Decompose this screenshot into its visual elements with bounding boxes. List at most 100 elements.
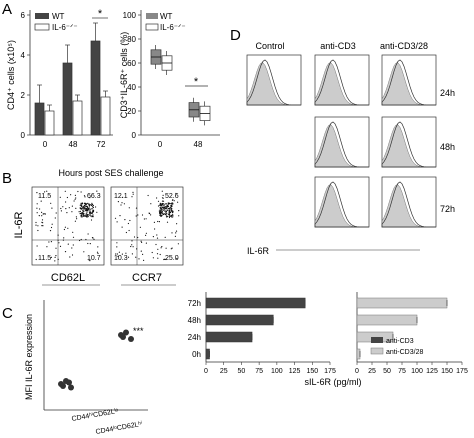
event-dot: [39, 208, 41, 210]
event-dot: [58, 242, 60, 244]
event-dot: [54, 256, 56, 258]
event-dot: [75, 216, 77, 218]
event-dot: [89, 260, 91, 262]
event-dot: [141, 214, 144, 216]
event-dot: [153, 221, 155, 223]
event-dot: [140, 240, 142, 242]
event-dot: [137, 214, 139, 216]
event-dot: [161, 200, 164, 202]
panel-e-xlabel: sIL-6R (pg/ml): [304, 377, 361, 387]
event-dot: [89, 213, 92, 215]
event-dot: [173, 200, 175, 202]
event-dot: [167, 204, 169, 206]
event-dot: [131, 196, 133, 198]
event-dot: [71, 205, 73, 207]
event-dot: [164, 203, 166, 205]
event-dot: [81, 216, 83, 218]
event-dot: [169, 210, 171, 212]
event-dot: [65, 208, 67, 210]
event-dot: [162, 209, 164, 211]
event-dot: [171, 202, 173, 204]
event-dot: [68, 207, 70, 209]
event-dot: [84, 207, 86, 209]
hbar: [205, 331, 253, 343]
panel-b-title: Hours post SES challenge: [58, 168, 163, 178]
event-dot: [89, 243, 91, 245]
event-dot: [145, 232, 147, 234]
panel-c-dot-plot: MFI IL-6R expression *** CD44ʰⁱCD62Lˡᵒ C…: [24, 300, 148, 436]
y-tick-label: 40: [127, 83, 136, 92]
event-dot: [83, 210, 85, 212]
event-dot: [167, 206, 169, 208]
event-dot: [80, 212, 82, 214]
event-dot: [141, 241, 143, 243]
x-tick-label: 100: [411, 368, 423, 375]
event-dot: [64, 190, 66, 192]
x-tick-label: 48: [194, 140, 203, 149]
event-dot: [160, 212, 162, 214]
event-dot: [143, 259, 145, 261]
event-dot: [138, 258, 140, 260]
panel-d-histogram-grid: [246, 54, 437, 228]
event-dot: [37, 229, 39, 232]
x-tick-label: 25: [368, 368, 376, 375]
data-point: [60, 383, 66, 389]
event-dot: [46, 246, 48, 248]
panel-letter-b: B: [2, 170, 12, 187]
panel-a-ylabel: CD4⁺ cells (x10⁵): [6, 40, 16, 110]
event-dot: [85, 208, 87, 210]
event-dot: [131, 244, 133, 246]
legend-swatch-il6-a2: [145, 23, 159, 31]
event-dot: [157, 200, 160, 202]
event-dot: [80, 204, 82, 206]
event-dot: [81, 212, 83, 214]
event-dot: [162, 207, 164, 209]
event-dot: [174, 235, 176, 237]
event-dot: [91, 212, 93, 214]
event-dot: [81, 202, 83, 204]
event-dot: [139, 226, 141, 228]
event-dot: [145, 234, 147, 236]
event-dot: [54, 260, 56, 262]
event-dot: [44, 191, 46, 193]
event-dot: [157, 205, 160, 207]
event-dot: [40, 200, 42, 202]
event-dot: [55, 247, 57, 249]
event-dot: [92, 203, 94, 206]
x-tick-label: 50: [383, 368, 391, 375]
y-tick-label: 0: [132, 131, 137, 140]
legend-label-il6: IL-6⁻ᐟ⁻: [52, 23, 78, 32]
x-tick-label: 72: [97, 140, 106, 149]
panel-letter-d: D: [230, 27, 241, 44]
event-dot: [96, 190, 98, 192]
y-category-label: 0h: [192, 350, 201, 359]
event-dot: [168, 207, 170, 210]
x-tick-label: 75: [255, 368, 263, 375]
event-dot: [176, 223, 178, 225]
event-dot: [82, 209, 84, 211]
event-dot: [159, 202, 161, 204]
event-dot: [77, 190, 79, 193]
y-tick-label: 20: [127, 107, 136, 116]
histogram-il6r: [381, 181, 436, 228]
x-tick-label: 0: [158, 140, 163, 149]
hbar: [356, 314, 418, 326]
event-dot: [91, 204, 93, 207]
histogram-il6r: [246, 59, 301, 106]
flow-plot-cd62l-q3: 11.5: [38, 255, 51, 262]
event-dot: [63, 228, 65, 231]
event-dot: [168, 214, 170, 216]
x-tick-label: 125: [289, 368, 301, 375]
event-dot: [91, 202, 93, 204]
event-dot: [152, 257, 154, 259]
event-dot: [162, 204, 164, 206]
event-dot: [168, 215, 170, 217]
event-dot: [117, 255, 119, 257]
event-dot: [84, 208, 86, 210]
event-dot: [164, 208, 166, 210]
event-dot: [46, 190, 48, 192]
bar: [44, 110, 55, 136]
event-dot: [37, 225, 39, 227]
